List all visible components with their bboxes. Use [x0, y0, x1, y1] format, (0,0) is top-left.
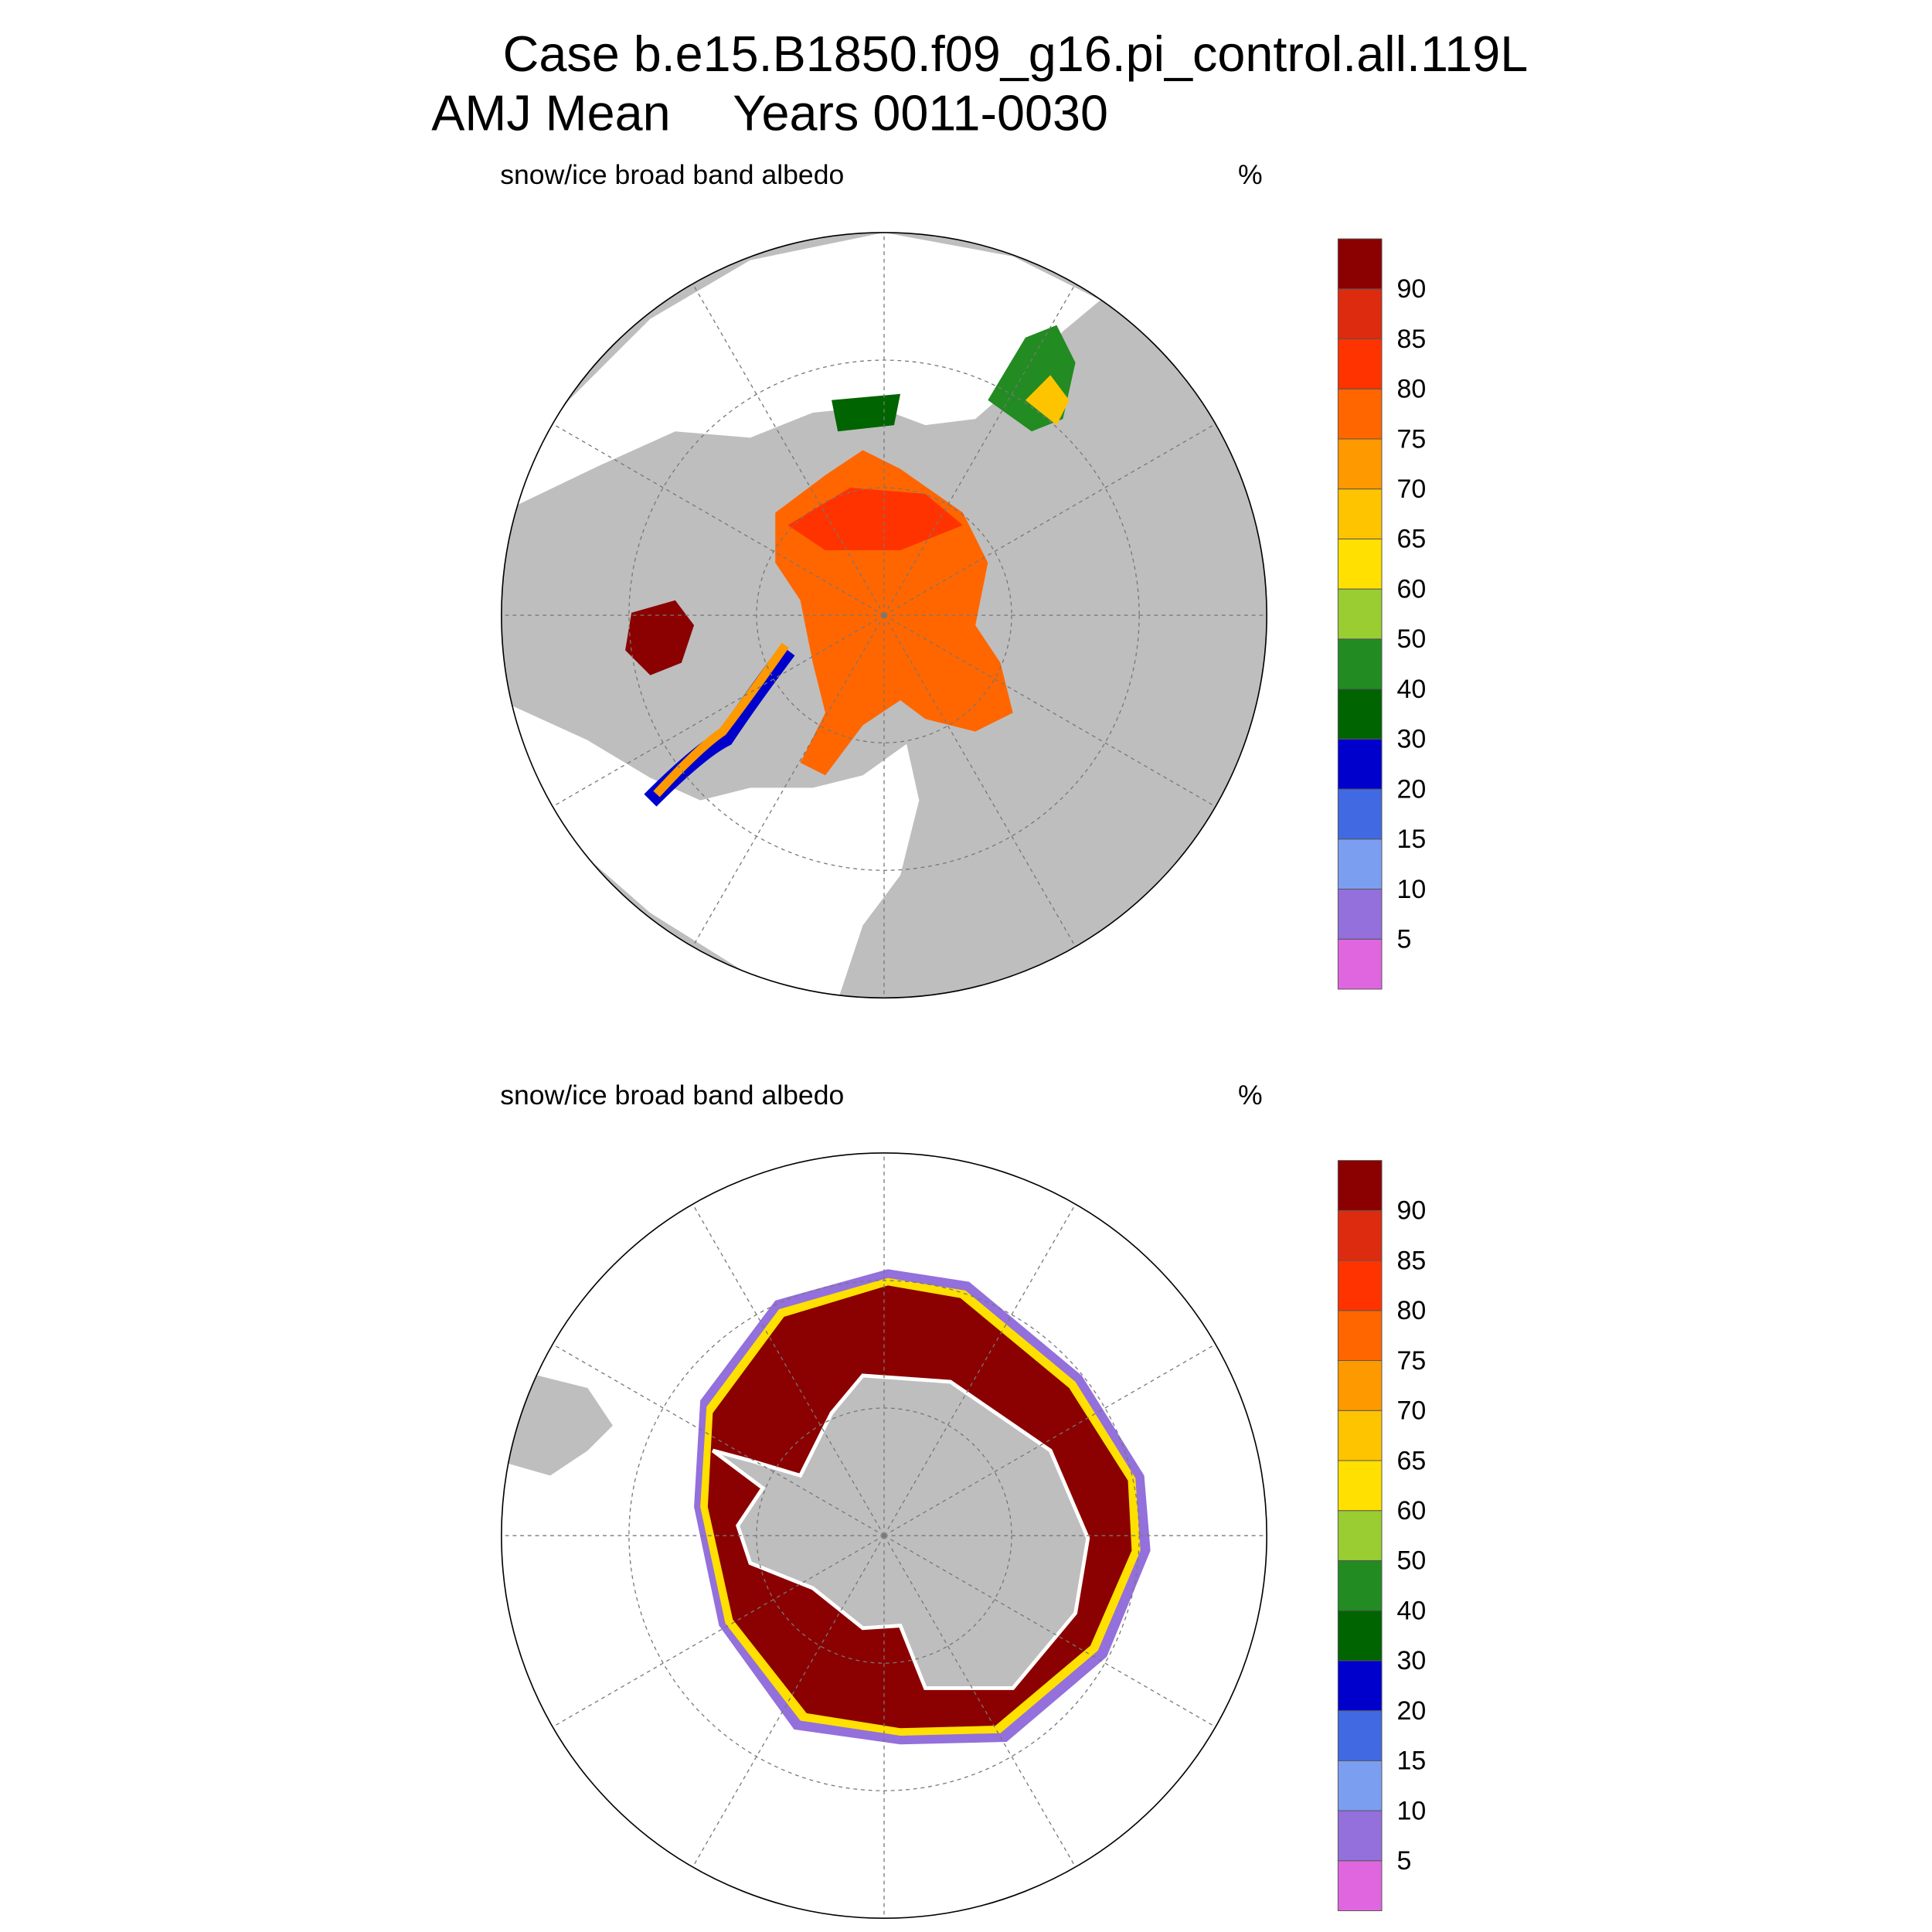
colorbar-box [1337, 1209, 1383, 1261]
colorbar-box [1337, 1410, 1383, 1461]
colorbar-box [1337, 588, 1383, 640]
colorbar-box [1337, 538, 1383, 590]
colorbar-box [1337, 288, 1383, 339]
meridian-line [883, 1203, 1077, 1536]
colorbar-label: 10 [1396, 875, 1426, 904]
meridian-line [883, 283, 1077, 616]
colorbar-label: 20 [1396, 1696, 1426, 1726]
colorbar-label: 20 [1396, 774, 1426, 804]
colorbar-label: 50 [1396, 624, 1426, 654]
panel-title: snow/ice broad band albedo [500, 1080, 844, 1111]
colorbar-label: 85 [1396, 325, 1426, 354]
colorbar-box [1337, 788, 1383, 840]
sea-ice [625, 600, 695, 675]
north-grid [501, 232, 1267, 999]
years: Years 0011-0030 [733, 84, 1108, 141]
sea-ice [832, 393, 901, 432]
land [501, 1375, 613, 1476]
colorbar-box [1337, 1660, 1383, 1712]
ocean [501, 700, 920, 998]
colorbar-box [1337, 1460, 1383, 1512]
colorbar-label: 40 [1396, 675, 1426, 704]
colorbar-label: 15 [1396, 1747, 1426, 1776]
south-map [501, 1152, 1267, 1919]
meridian-line [692, 283, 885, 616]
colorbar-label: 60 [1396, 574, 1426, 604]
colorbar-label: 85 [1396, 1246, 1426, 1275]
colorbar-box [1337, 388, 1383, 440]
colorbar-box [1337, 1760, 1383, 1811]
map-border [501, 1152, 1267, 1920]
colorbar-label: 10 [1396, 1796, 1426, 1825]
south-grid [501, 1152, 1267, 1920]
colorbar-label: 60 [1396, 1496, 1426, 1526]
units: % [1238, 1080, 1263, 1111]
colorbar-label: 5 [1396, 1846, 1411, 1876]
colorbar-label: 90 [1396, 1196, 1426, 1226]
colorbar-label: 30 [1396, 725, 1426, 754]
meridian-line [692, 1203, 885, 1536]
meridian-line [883, 1535, 1216, 1728]
colorbar-box [1337, 638, 1383, 690]
colorbar-label: 75 [1396, 1346, 1426, 1376]
colorbar-box [1337, 438, 1383, 490]
colorbar-label: 90 [1396, 274, 1426, 304]
colorbar-label: 75 [1396, 424, 1426, 454]
colorbar-box [1337, 1160, 1383, 1211]
colorbar-label: 40 [1396, 1596, 1426, 1625]
colorbar-label: 50 [1396, 1546, 1426, 1576]
panel-title: snow/ice broad band albedo [500, 159, 844, 190]
title: Case b.e15.B1850.f09_g16.pi_control.all.… [503, 26, 1529, 82]
colorbar-box [1337, 689, 1383, 740]
colorbar-box [1337, 1710, 1383, 1761]
colorbar-box [1337, 889, 1383, 940]
north-map [501, 232, 1267, 998]
colorbar-label: 80 [1396, 375, 1426, 404]
colorbar-box [1337, 338, 1383, 389]
map-border [501, 232, 1267, 999]
meridian-line [552, 1535, 885, 1728]
colorbar-label: 80 [1396, 1296, 1426, 1325]
colorbar-box [1337, 238, 1383, 290]
colorbar-label: 15 [1396, 825, 1426, 854]
colorbar-label: 65 [1396, 1446, 1426, 1475]
meridian-line [552, 614, 885, 808]
colorbar-label: 70 [1396, 1396, 1426, 1426]
colorbar-label: 5 [1396, 925, 1411, 954]
season: AMJ Mean [431, 84, 670, 141]
colorbar-label: 65 [1396, 525, 1426, 554]
meridian-line [552, 1343, 885, 1536]
units: % [1238, 159, 1263, 190]
colorbar-box [1337, 1860, 1383, 1911]
colorbar-box [1337, 1260, 1383, 1311]
colorbar-box [1337, 1810, 1383, 1862]
colorbar-box [1337, 738, 1383, 790]
colorbar-label: 70 [1396, 474, 1426, 504]
colorbar-box [1337, 1610, 1383, 1662]
meridian-line [552, 423, 885, 616]
colorbar-box [1337, 1510, 1383, 1561]
sea-ice [1025, 375, 1070, 426]
colorbar-box [1337, 488, 1383, 539]
colorbar-box [1337, 1360, 1383, 1411]
colorbar-box [1337, 938, 1383, 990]
colorbar-label: 30 [1396, 1646, 1426, 1675]
colorbar-box [1337, 1310, 1383, 1362]
colorbar-box [1337, 1560, 1383, 1611]
colorbar-box [1337, 838, 1383, 889]
sea-ice [787, 488, 963, 550]
ice-edge [653, 642, 789, 798]
